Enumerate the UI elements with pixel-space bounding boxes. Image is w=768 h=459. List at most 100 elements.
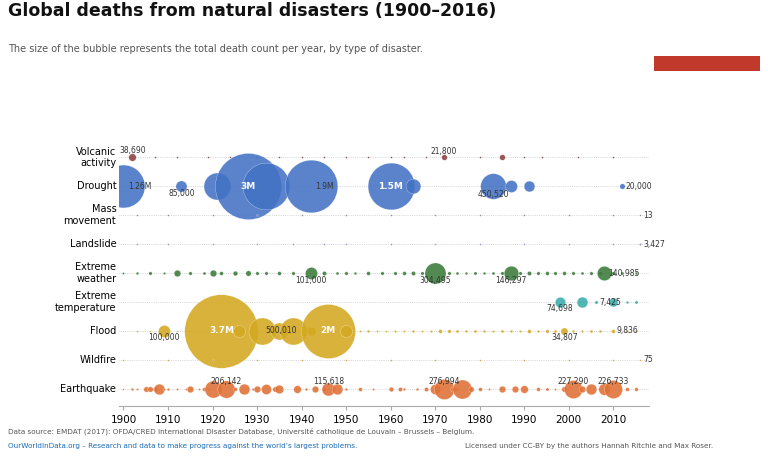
Point <box>144 385 157 392</box>
Text: 1.26M: 1.26M <box>128 182 151 191</box>
Point <box>162 385 174 392</box>
Point <box>563 212 575 219</box>
Point <box>460 327 472 335</box>
Point <box>598 385 611 392</box>
Point <box>148 385 161 392</box>
Point <box>202 154 214 161</box>
Point <box>207 385 219 392</box>
Point <box>589 298 601 306</box>
Point <box>496 327 508 335</box>
Point <box>518 212 531 219</box>
Point <box>576 327 588 335</box>
Point <box>291 385 303 392</box>
Point <box>522 327 535 335</box>
Point <box>541 269 553 277</box>
Text: 2M: 2M <box>321 326 336 336</box>
Point <box>256 327 268 335</box>
Text: 9,836: 9,836 <box>617 326 639 336</box>
Point <box>162 356 174 364</box>
Point <box>237 385 250 392</box>
Point <box>367 385 379 392</box>
Point <box>273 327 286 335</box>
Point <box>251 212 263 219</box>
Point <box>131 212 143 219</box>
Text: 7,425: 7,425 <box>599 297 621 307</box>
Point <box>207 241 219 248</box>
Point <box>585 327 598 335</box>
Text: 74,698: 74,698 <box>547 304 573 313</box>
Point <box>389 269 401 277</box>
Point <box>474 212 486 219</box>
Point <box>323 385 335 392</box>
Point <box>207 212 219 219</box>
Point <box>340 269 353 277</box>
Point <box>131 269 143 277</box>
Point <box>433 327 445 335</box>
Point <box>607 298 620 306</box>
Point <box>429 269 442 277</box>
Point <box>131 241 143 248</box>
Point <box>522 269 535 277</box>
Point <box>563 241 575 248</box>
Point <box>425 327 437 335</box>
Point <box>634 212 646 219</box>
Point <box>616 269 628 277</box>
Point <box>505 327 517 335</box>
Point <box>398 385 410 392</box>
Point <box>438 154 450 161</box>
Point <box>180 385 192 392</box>
Point <box>407 327 419 335</box>
Point <box>518 154 531 161</box>
Point <box>607 154 620 161</box>
Point <box>505 183 517 190</box>
Point <box>514 327 526 335</box>
Point <box>251 356 263 364</box>
Point <box>514 269 526 277</box>
Point <box>215 269 227 277</box>
Point <box>273 269 286 277</box>
Point <box>429 356 442 364</box>
Point <box>118 183 130 190</box>
Point <box>452 327 464 335</box>
Point <box>393 385 406 392</box>
Text: Our World: Our World <box>681 18 733 27</box>
Text: 140,985: 140,985 <box>608 269 640 278</box>
Point <box>465 385 477 392</box>
Point <box>549 327 561 335</box>
Point <box>536 154 548 161</box>
Point <box>318 269 330 277</box>
Point <box>157 269 170 277</box>
Point <box>398 327 410 335</box>
Text: 13: 13 <box>644 211 654 220</box>
Point <box>478 327 490 335</box>
Point <box>207 269 219 277</box>
Text: 34,807: 34,807 <box>551 333 578 342</box>
Point <box>496 385 508 392</box>
Point <box>567 269 579 277</box>
Point <box>567 327 579 335</box>
Text: 115,618: 115,618 <box>313 377 344 386</box>
Point <box>607 212 620 219</box>
Point <box>273 154 286 161</box>
Point <box>616 183 628 190</box>
Point <box>202 385 214 392</box>
Point <box>549 269 561 277</box>
Point <box>452 269 464 277</box>
Point <box>353 385 366 392</box>
Text: Data source: EMDAT (2017): OFDA/CRED International Disaster Database, Université: Data source: EMDAT (2017): OFDA/CRED Int… <box>8 428 474 435</box>
Point <box>487 327 499 335</box>
Point <box>309 385 321 392</box>
Point <box>197 385 210 392</box>
Point <box>170 327 183 335</box>
Point <box>323 327 335 335</box>
Point <box>594 327 606 335</box>
Text: 101,000: 101,000 <box>295 275 326 285</box>
Point <box>474 241 486 248</box>
Point <box>407 183 419 190</box>
Point <box>247 385 259 392</box>
Point <box>340 356 353 364</box>
Point <box>496 154 508 161</box>
Point <box>242 269 254 277</box>
Point <box>296 154 308 161</box>
Point <box>211 183 223 190</box>
